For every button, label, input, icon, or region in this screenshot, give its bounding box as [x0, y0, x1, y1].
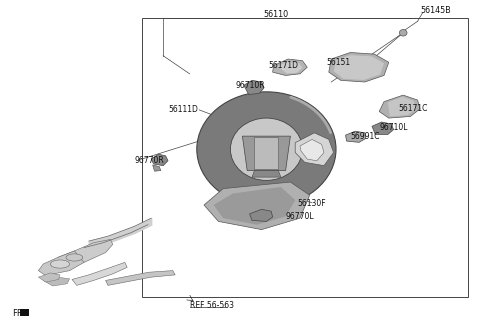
Polygon shape	[379, 95, 420, 118]
Polygon shape	[295, 133, 334, 166]
Polygon shape	[250, 209, 273, 221]
Text: 56991C: 56991C	[350, 132, 380, 141]
Ellipse shape	[197, 92, 336, 207]
Ellipse shape	[66, 254, 83, 261]
Polygon shape	[244, 80, 264, 94]
Polygon shape	[334, 55, 384, 80]
Polygon shape	[388, 97, 416, 116]
Text: 56130F: 56130F	[298, 199, 326, 208]
Polygon shape	[252, 171, 281, 177]
Polygon shape	[273, 59, 307, 75]
Polygon shape	[106, 271, 175, 285]
Polygon shape	[55, 239, 113, 267]
Polygon shape	[242, 136, 290, 171]
Polygon shape	[329, 52, 389, 82]
Text: 56145B: 56145B	[420, 6, 451, 15]
Polygon shape	[254, 137, 278, 169]
Polygon shape	[72, 262, 127, 285]
Text: 56171D: 56171D	[269, 61, 299, 70]
Text: 96770L: 96770L	[286, 212, 314, 221]
Bar	[142, 18, 468, 297]
Text: 96710L: 96710L	[379, 123, 408, 133]
Ellipse shape	[230, 118, 302, 180]
Polygon shape	[38, 251, 84, 276]
Polygon shape	[153, 165, 161, 171]
Text: 56110: 56110	[264, 10, 288, 19]
Ellipse shape	[50, 260, 70, 268]
Polygon shape	[214, 187, 295, 225]
Polygon shape	[372, 122, 394, 134]
Polygon shape	[346, 131, 366, 142]
Polygon shape	[20, 309, 29, 316]
Text: 56151: 56151	[326, 58, 350, 67]
Polygon shape	[38, 273, 60, 282]
Text: REF 56-563: REF 56-563	[190, 300, 234, 310]
Polygon shape	[300, 139, 324, 161]
Text: FR.: FR.	[12, 309, 25, 318]
Text: 96770R: 96770R	[134, 156, 164, 165]
Polygon shape	[151, 154, 168, 166]
Text: 56111D: 56111D	[168, 105, 198, 114]
Ellipse shape	[399, 30, 407, 36]
Text: 96710R: 96710R	[235, 81, 265, 90]
Text: 56171C: 56171C	[398, 104, 428, 113]
Polygon shape	[277, 62, 302, 73]
Polygon shape	[43, 277, 70, 286]
Polygon shape	[204, 182, 310, 230]
